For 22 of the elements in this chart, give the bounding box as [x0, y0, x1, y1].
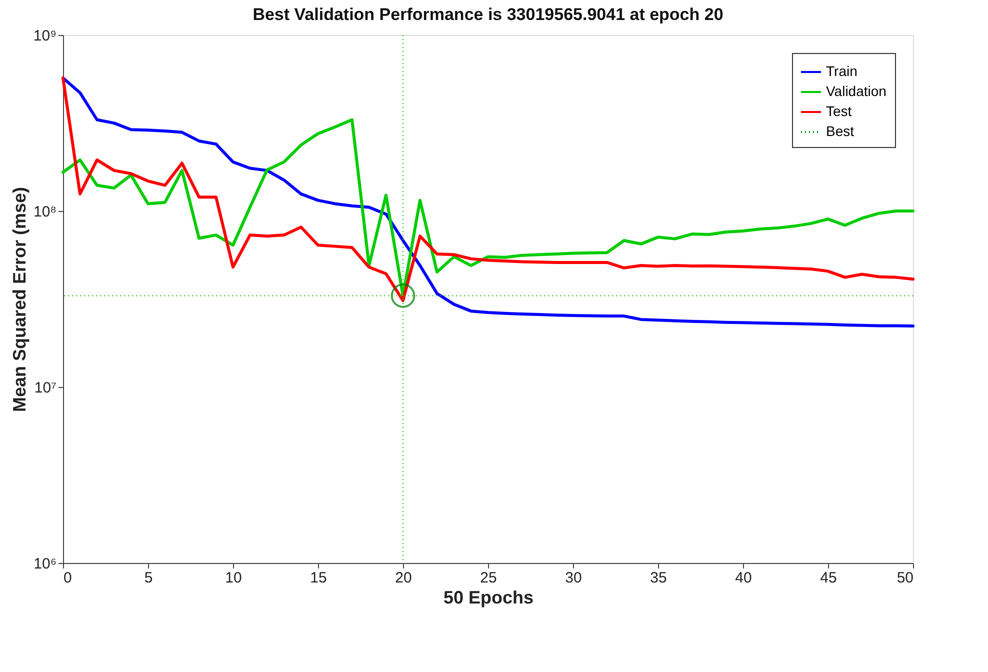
y-tick-label: 10⁶	[34, 556, 56, 572]
legend-label: Validation	[826, 83, 886, 99]
y-tick-label: 10⁹	[33, 28, 56, 44]
legend-label: Best	[826, 123, 854, 139]
y-tick-label: 10⁷	[34, 380, 56, 396]
x-tick-label: 40	[735, 570, 752, 586]
x-tick-label: 10	[225, 570, 242, 586]
x-tick-label: 35	[650, 570, 667, 586]
x-axis-title: 50 Epochs	[443, 588, 534, 608]
x-tick-label: 50	[896, 570, 914, 586]
x-tick-label: 0	[64, 570, 72, 586]
y-axis-title: Mean Squared Error (mse)	[9, 186, 30, 412]
legend-label: Train	[826, 63, 858, 79]
x-tick-label: 45	[820, 570, 837, 586]
x-tick-label: 25	[480, 570, 497, 586]
x-tick-label: 30	[565, 570, 582, 586]
x-tick-label: 5	[144, 570, 153, 586]
y-tick-label: 10⁸	[33, 204, 56, 220]
x-tick-label: 15	[310, 570, 327, 586]
x-tick-label: 20	[395, 570, 412, 586]
chart-title: Best Validation Performance is 33019565.9041 at epoch 20	[252, 5, 724, 24]
legend-label: Test	[826, 103, 852, 119]
